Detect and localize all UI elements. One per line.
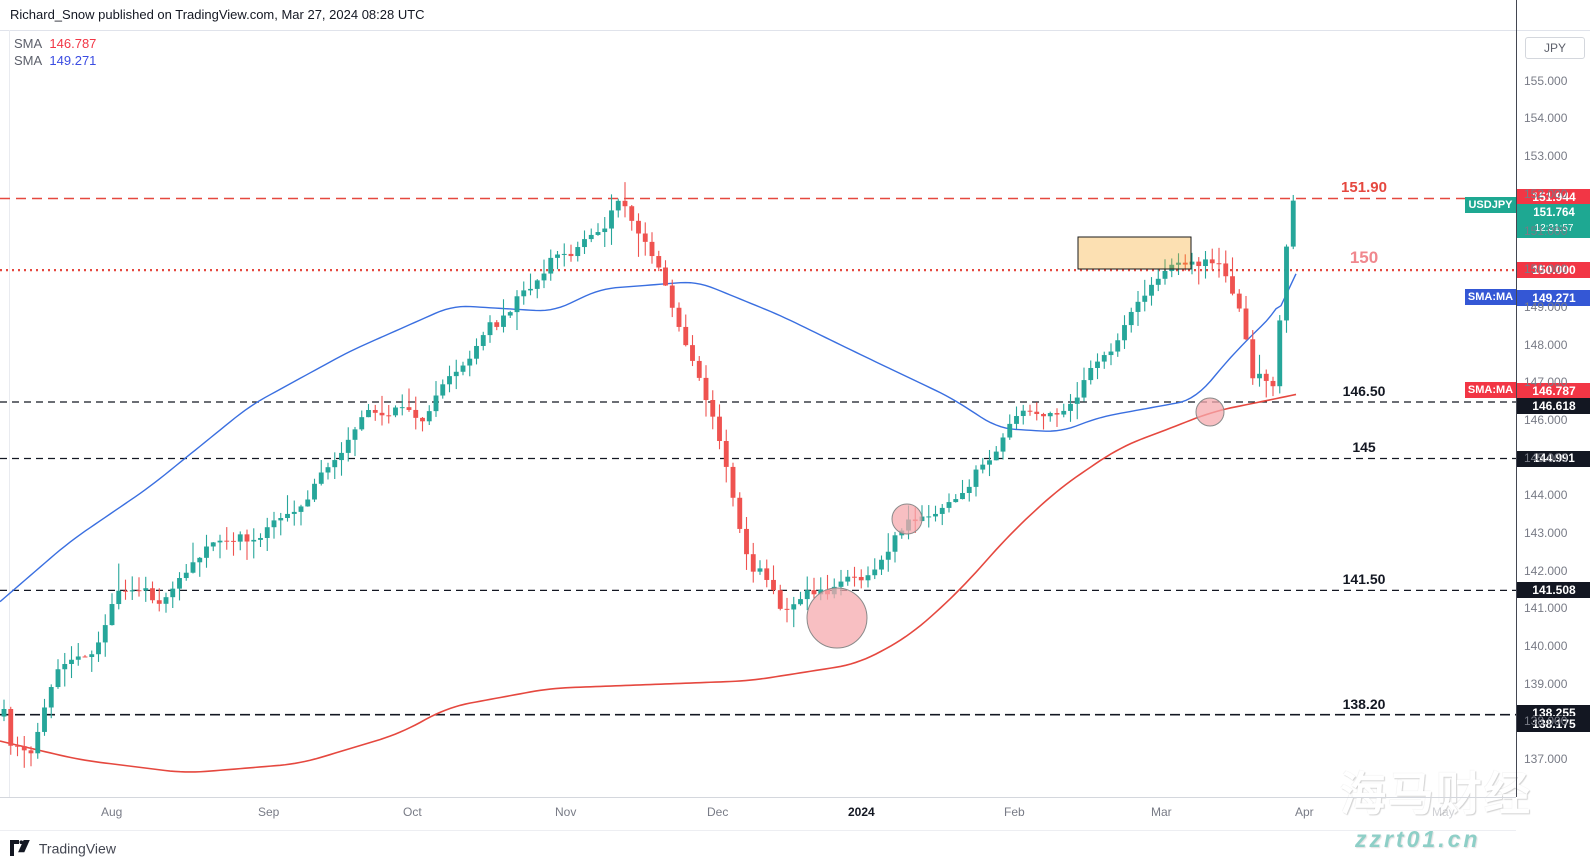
svg-text:151.90: 151.90: [1341, 179, 1387, 196]
svg-text:141.50: 141.50: [1343, 571, 1386, 587]
svg-text:146.50: 146.50: [1343, 383, 1386, 399]
svg-text:145: 145: [1352, 439, 1376, 455]
svg-text:150: 150: [1350, 248, 1378, 267]
svg-text:138.20: 138.20: [1343, 696, 1386, 712]
